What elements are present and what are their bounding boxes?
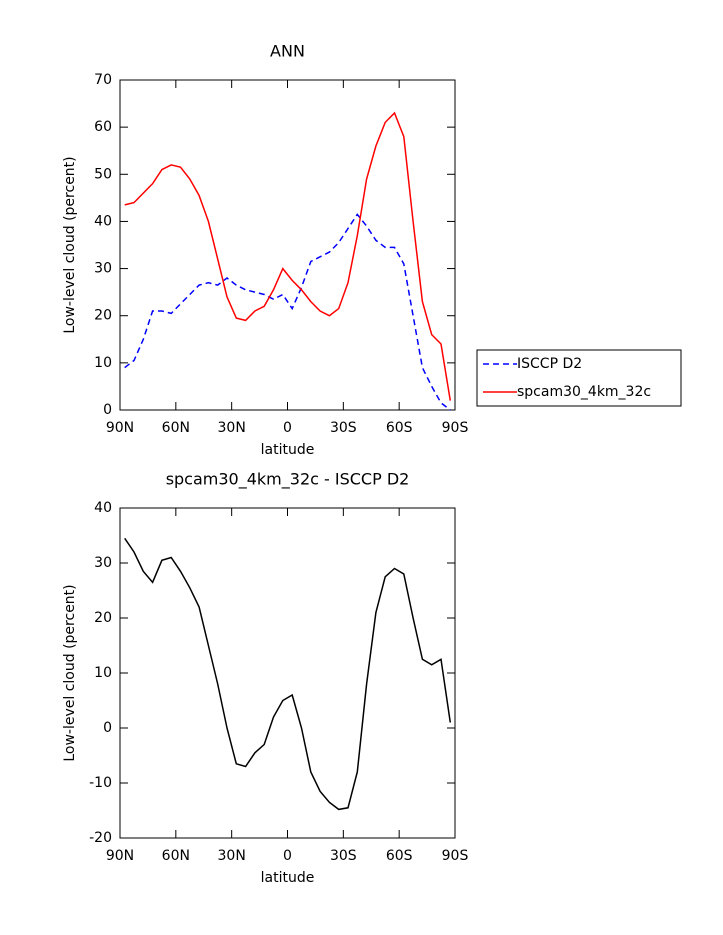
legend-label: spcam30_4km_32c — [517, 384, 651, 400]
y-tick-label: 10 — [94, 355, 112, 371]
y-tick-label: 50 — [94, 166, 112, 182]
y-tick-label: 20 — [94, 610, 112, 626]
x-tick-label: 90S — [442, 420, 469, 436]
x-tick-label: 0 — [283, 420, 292, 436]
x-tick-label: 60S — [386, 420, 413, 436]
x-tick-label: 90N — [106, 420, 134, 436]
y-tick-label: 20 — [94, 308, 112, 324]
x-axis-label: latitude — [261, 870, 315, 886]
y-tick-label: 30 — [94, 555, 112, 571]
y-tick-label: -10 — [89, 775, 112, 791]
x-tick-label: 60S — [386, 848, 413, 864]
y-tick-label: 40 — [94, 500, 112, 516]
plot-frame — [119, 79, 456, 411]
plot-title: ANN — [270, 42, 305, 61]
plot: spcam30_4km_32c - ISCCP D2 latitude Low-le… — [62, 470, 468, 887]
y-tick-label: 0 — [103, 402, 112, 418]
y-tick-label: 70 — [94, 72, 112, 88]
y-tick-label: 0 — [103, 720, 112, 736]
x-tick-label: 90N — [106, 848, 134, 864]
x-tick-label: 30N — [218, 420, 246, 436]
x-tick-label: 30S — [330, 848, 357, 864]
y-axis-label: Low-level cloud (percent) — [62, 156, 78, 333]
x-tick-label: 30N — [218, 848, 246, 864]
y-tick-label: 60 — [94, 119, 112, 135]
plot-title: spcam30_4km_32c - ISCCP D2 — [166, 470, 410, 490]
data-line — [124, 213, 451, 411]
y-axis-label: Low-level cloud (percent) — [62, 584, 78, 761]
y-tick-label: -20 — [89, 830, 112, 846]
x-tick-label: 60N — [162, 420, 190, 436]
data-line — [124, 537, 452, 811]
y-tick-label: 10 — [94, 665, 112, 681]
x-tick-label: 0 — [283, 848, 292, 864]
x-tick-label: 30S — [330, 420, 357, 436]
x-tick-label: 90S — [442, 848, 469, 864]
plot: ANN latitude Low-level cloud (percent) 0 10 2… — [62, 42, 682, 458]
x-tick-label: 60N — [162, 848, 190, 864]
data-line — [124, 111, 452, 401]
legend-box — [476, 349, 682, 407]
y-tick-label: 30 — [94, 261, 112, 277]
y-tick-label: 40 — [94, 213, 112, 229]
x-axis-label: latitude — [261, 442, 315, 458]
legend-label: ISCCP D2 — [517, 356, 582, 372]
